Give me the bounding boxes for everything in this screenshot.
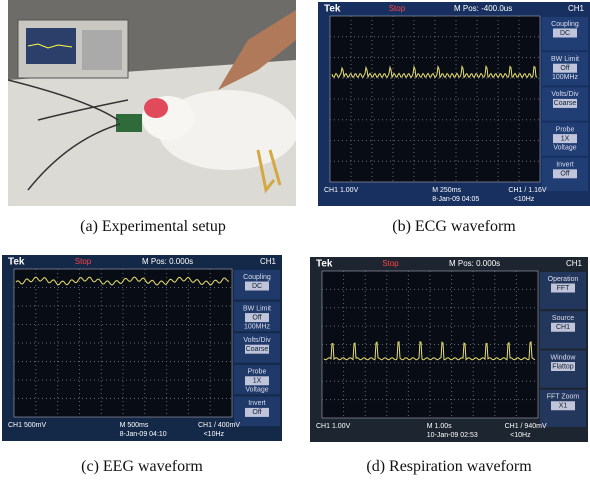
menu-text: 100MHz [552, 74, 579, 81]
readout: M 250ms [432, 187, 461, 194]
setup-photo [8, 0, 296, 206]
readout: 10-Jan-09 02:53 [427, 432, 478, 439]
status-text: M Pos: 0.000s [142, 257, 193, 266]
menu-text: Coarse [246, 346, 269, 353]
menu-text: Voltage [245, 387, 268, 394]
readout: <10Hz [510, 432, 531, 439]
caption: (d) Respiration waveform [304, 458, 590, 476]
menu-text: DC [560, 30, 570, 37]
caption: (a) Experimental setup [8, 218, 298, 236]
menu-text: FFT Zoom [547, 394, 580, 401]
status-text: Stop [382, 259, 399, 268]
ecg-screen: Tek Stop M Pos: -400.0us CH1 Coupling DC BW Li… [318, 2, 590, 206]
status-text: Tek [316, 259, 333, 270]
readout: M 500ms [120, 422, 149, 429]
status-text: CH1 [566, 259, 583, 268]
menu-text: 1X [561, 135, 570, 142]
menu-text: X1 [559, 403, 568, 410]
menu-text: FFT [557, 285, 571, 292]
menu-text: Probe [556, 126, 575, 133]
menu-text: Volts/Div [243, 337, 271, 344]
menu-text: DC [252, 283, 262, 290]
menu-text: BW Limit [243, 305, 271, 312]
menu-text: Operation [548, 276, 579, 283]
menu-text: Coupling [551, 21, 579, 28]
readout: <10Hz [514, 196, 535, 203]
menu-text: Invert [556, 162, 574, 169]
page: (a) Experimental setup Tek Stop M Pos: -40… [0, 0, 590, 481]
menu-text: 100MHz [244, 323, 271, 330]
menu-text: Coupling [243, 274, 271, 281]
menu-text: Window [551, 354, 577, 361]
readout: 8-Jan-09 04:05 [432, 196, 479, 203]
status-text: M Pos: -400.0us [454, 4, 512, 13]
menu-text: Probe [248, 369, 267, 376]
menu-text: Off [560, 65, 569, 72]
readout: CH1 / 1.16V [508, 187, 546, 194]
menu-text: Coarse [554, 100, 577, 107]
status-text: Stop [75, 257, 92, 266]
status-text: CH1 [568, 4, 585, 13]
menu-text: 1X [253, 378, 262, 385]
status-text: CH1 [260, 257, 277, 266]
status-text: Tek [324, 4, 341, 15]
menu-text: Flattop [552, 363, 574, 370]
readout: CH1 / 400mV [198, 422, 240, 429]
status-text: Tek [8, 257, 25, 268]
readout: CH1 500mV [8, 422, 46, 429]
eeg-screen: Tek Stop M Pos: 0.000s CH1 Coupling DC BW Limi… [2, 255, 282, 441]
menu-text: Voltage [553, 144, 576, 151]
menu-text: BW Limit [551, 56, 579, 63]
readout: M 1.00s [427, 423, 452, 430]
menu-text: CH1 [556, 324, 570, 331]
menu-text: Invert [248, 400, 266, 407]
menu-text: Volts/Div [551, 91, 579, 98]
caption: (c) EEG waveform [0, 458, 287, 476]
menu-text: Off [252, 314, 261, 321]
readout: CH1 1.00V [316, 423, 351, 430]
caption: (b) ECG waveform [309, 218, 590, 236]
readout: 8-Jan-09 04:10 [120, 431, 167, 438]
readout: <10Hz [204, 431, 225, 438]
readout: CH1 / 940mV [505, 423, 547, 430]
menu-text: Off [252, 409, 261, 416]
respiration-screen: Tek Stop M Pos: 0.000s CH1 Operation FFT Sourc… [310, 257, 588, 442]
status-text: M Pos: 0.000s [449, 259, 500, 268]
menu-text: Off [560, 171, 569, 178]
readout: CH1 1.00V [324, 187, 359, 194]
status-text: Stop [389, 4, 406, 13]
menu-text: Source [552, 315, 574, 322]
